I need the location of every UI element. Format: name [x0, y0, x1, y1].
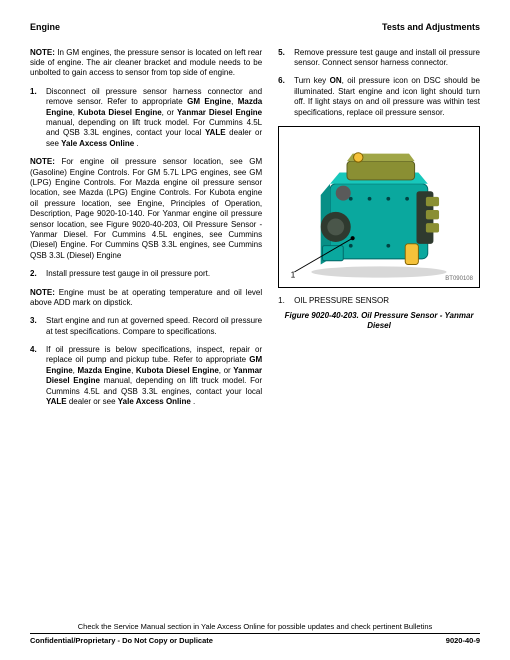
- note-text: Engine must be at operating temperature …: [30, 288, 262, 307]
- step-4: 4. If oil pressure is below specificatio…: [30, 345, 262, 407]
- step-number: 3.: [30, 316, 46, 337]
- page-footer: Check the Service Manual section in Yale…: [30, 622, 480, 647]
- step-3: 3. Start engine and run at governed spee…: [30, 316, 262, 337]
- step-text: Disconnect oil pressure sensor harness c…: [46, 87, 262, 149]
- header-left: Engine: [30, 22, 60, 34]
- page-header: Engine Tests and Adjustments: [30, 22, 480, 34]
- note-1: NOTE: In GM engines, the pressure sensor…: [30, 48, 262, 79]
- step-number: 1.: [30, 87, 46, 149]
- footer-note: Check the Service Manual section in Yale…: [30, 622, 480, 632]
- engine-diagram: 1: [285, 133, 473, 283]
- header-right: Tests and Adjustments: [382, 22, 480, 34]
- step-text: If oil pressure is below specifications,…: [46, 345, 262, 407]
- note-label: NOTE:: [30, 288, 55, 297]
- figure-box: 1 BT090108: [278, 126, 480, 288]
- step-2: 2. Install pressure test gauge in oil pr…: [30, 269, 262, 279]
- note-label: NOTE:: [30, 48, 55, 57]
- content-columns: NOTE: In GM engines, the pressure sensor…: [30, 48, 480, 416]
- step-text: Install pressure test gauge in oil press…: [46, 269, 262, 279]
- step-text: Remove pressure test gauge and install o…: [294, 48, 480, 69]
- step-1: 1. Disconnect oil pressure sensor harnes…: [30, 87, 262, 149]
- step-6: 6. Turn key ON, oil pressure icon on DSC…: [278, 76, 480, 118]
- callout-number: 1.: [278, 296, 294, 306]
- note-label: NOTE:: [30, 157, 55, 166]
- step-text: Turn key ON, oil pressure icon on DSC sh…: [294, 76, 480, 118]
- footer-right: 9020-40-9: [446, 636, 480, 646]
- step-5: 5. Remove pressure test gauge and instal…: [278, 48, 480, 69]
- figure-caption: Figure 9020-40-203. Oil Pressure Sensor …: [278, 311, 480, 332]
- step-number: 4.: [30, 345, 46, 407]
- footer-row: Confidential/Proprietary - Do Not Copy o…: [30, 633, 480, 646]
- note-text: For engine oil pressure sensor location,…: [30, 157, 262, 260]
- figure-callout: 1. OIL PRESSURE SENSOR: [278, 296, 480, 306]
- left-column: NOTE: In GM engines, the pressure sensor…: [30, 48, 262, 416]
- note-3: NOTE: Engine must be at operating temper…: [30, 288, 262, 309]
- step-number: 5.: [278, 48, 294, 69]
- svg-text:1: 1: [291, 270, 296, 280]
- footer-left: Confidential/Proprietary - Do Not Copy o…: [30, 636, 213, 646]
- step-text: Start engine and run at governed speed. …: [46, 316, 262, 337]
- callout-text: OIL PRESSURE SENSOR: [294, 296, 480, 306]
- note-2: NOTE: For engine oil pressure sensor loc…: [30, 157, 262, 261]
- right-column: 5. Remove pressure test gauge and instal…: [278, 48, 480, 416]
- image-credit: BT090108: [445, 276, 473, 284]
- note-text: In GM engines, the pressure sensor is lo…: [30, 48, 262, 78]
- step-number: 6.: [278, 76, 294, 118]
- step-number: 2.: [30, 269, 46, 279]
